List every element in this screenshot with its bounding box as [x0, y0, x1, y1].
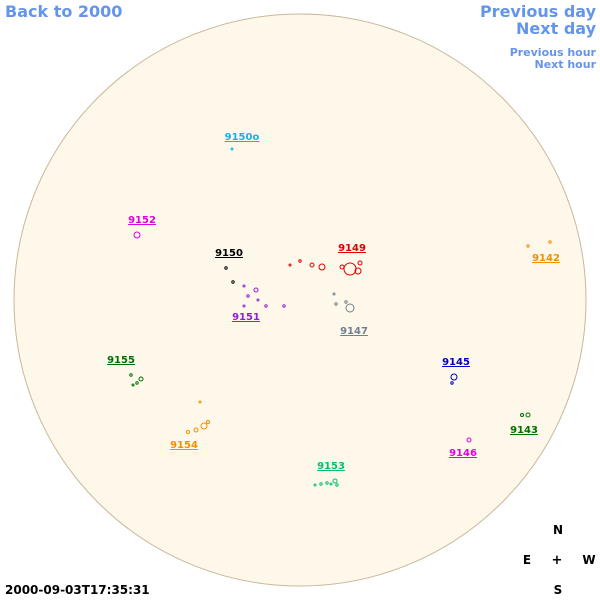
compass-east: E	[523, 553, 531, 567]
sunspot	[332, 478, 338, 484]
sunspot	[526, 244, 530, 248]
sunspot	[298, 259, 302, 263]
sunspot	[345, 303, 355, 313]
previous-day-link[interactable]: Previous day	[480, 2, 597, 21]
sunspot	[318, 263, 326, 271]
sunspot	[282, 304, 286, 308]
region-link[interactable]: 9152	[128, 215, 156, 226]
region-link[interactable]: 9150	[215, 248, 243, 259]
sunspot	[193, 427, 199, 433]
sunspot	[319, 482, 323, 486]
sunspot	[357, 260, 363, 266]
sunspot	[313, 483, 317, 487]
sunspot	[525, 412, 531, 418]
sunspot	[206, 420, 210, 424]
sunspot	[230, 147, 234, 151]
sunspot	[309, 262, 315, 268]
sunspot	[253, 287, 259, 293]
compass-north: N	[553, 523, 563, 537]
sunspot	[334, 302, 338, 306]
sunspot	[186, 430, 190, 434]
sunspot	[332, 292, 336, 296]
sunspot	[256, 298, 260, 302]
sunspot	[325, 481, 329, 485]
solar-disk	[13, 13, 587, 587]
region-link[interactable]: 9154	[170, 440, 198, 451]
back-link[interactable]: Back to 2000	[5, 2, 122, 21]
sunspot	[329, 482, 333, 486]
region-link[interactable]: 9147	[340, 326, 368, 337]
region-link[interactable]: 9153	[317, 461, 345, 472]
region-link[interactable]: 9146	[449, 448, 477, 459]
compass-south: S	[554, 583, 563, 597]
sunspot	[133, 231, 141, 239]
sunspot	[450, 381, 454, 385]
region-link[interactable]: 9142	[532, 253, 560, 264]
sunspot	[138, 376, 144, 382]
sunspot	[224, 266, 228, 270]
next-hour-link[interactable]: Next hour	[535, 58, 597, 71]
sunspot	[231, 280, 235, 284]
compass-center: +	[552, 553, 563, 568]
timestamp: 2000-09-03T17:35:31	[5, 583, 150, 597]
sunspot	[198, 400, 202, 404]
sunspot	[466, 437, 472, 443]
region-link[interactable]: 9151	[232, 312, 260, 323]
sunspot	[242, 284, 246, 288]
region-link[interactable]: 9155	[107, 355, 135, 366]
region-link[interactable]: 9145	[442, 357, 470, 368]
sunspot	[520, 413, 524, 417]
sunspot	[264, 304, 268, 308]
sunspot	[200, 422, 208, 430]
previous-hour-link[interactable]: Previous hour	[510, 46, 597, 59]
next-day-link[interactable]: Next day	[516, 19, 597, 38]
region-link[interactable]: 9143	[510, 425, 538, 436]
sunspot	[288, 263, 292, 267]
sunspot	[450, 373, 458, 381]
sunspot	[246, 294, 250, 298]
sunspot	[242, 304, 246, 308]
sunspot	[548, 240, 552, 244]
sunspot	[354, 267, 362, 275]
sunspot	[344, 300, 348, 304]
sunspot	[339, 264, 345, 270]
sunspot	[335, 483, 339, 487]
sunspot	[129, 373, 133, 377]
sunspot	[131, 383, 135, 387]
compass-west: W	[582, 553, 595, 567]
region-link[interactable]: 9150o	[225, 132, 260, 143]
region-link[interactable]: 9149	[338, 243, 366, 254]
sunspot	[135, 381, 139, 385]
